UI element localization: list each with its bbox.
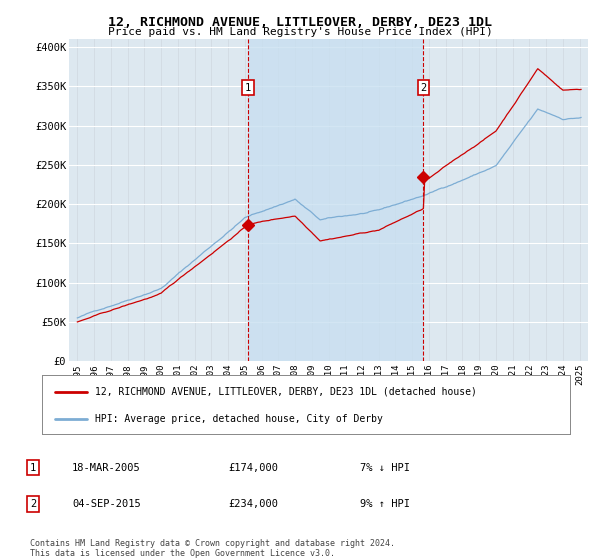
Text: 1: 1 (245, 83, 251, 93)
Text: HPI: Average price, detached house, City of Derby: HPI: Average price, detached house, City… (95, 414, 383, 424)
Text: Contains HM Land Registry data © Crown copyright and database right 2024.
This d: Contains HM Land Registry data © Crown c… (30, 539, 395, 558)
Bar (248, 39, 424, 361)
Text: 1: 1 (30, 463, 36, 473)
Text: 04-SEP-2015: 04-SEP-2015 (72, 499, 141, 509)
Text: 12, RICHMOND AVENUE, LITTLEOVER, DERBY, DE23 1DL: 12, RICHMOND AVENUE, LITTLEOVER, DERBY, … (108, 16, 492, 29)
Text: Price paid vs. HM Land Registry's House Price Index (HPI): Price paid vs. HM Land Registry's House … (107, 27, 493, 37)
Text: £234,000: £234,000 (228, 499, 278, 509)
Text: £174,000: £174,000 (228, 463, 278, 473)
Text: 9% ↑ HPI: 9% ↑ HPI (360, 499, 410, 509)
Text: 2: 2 (421, 83, 427, 93)
Text: 7% ↓ HPI: 7% ↓ HPI (360, 463, 410, 473)
Text: 12, RICHMOND AVENUE, LITTLEOVER, DERBY, DE23 1DL (detached house): 12, RICHMOND AVENUE, LITTLEOVER, DERBY, … (95, 386, 476, 396)
Text: 18-MAR-2005: 18-MAR-2005 (72, 463, 141, 473)
Text: 2: 2 (30, 499, 36, 509)
